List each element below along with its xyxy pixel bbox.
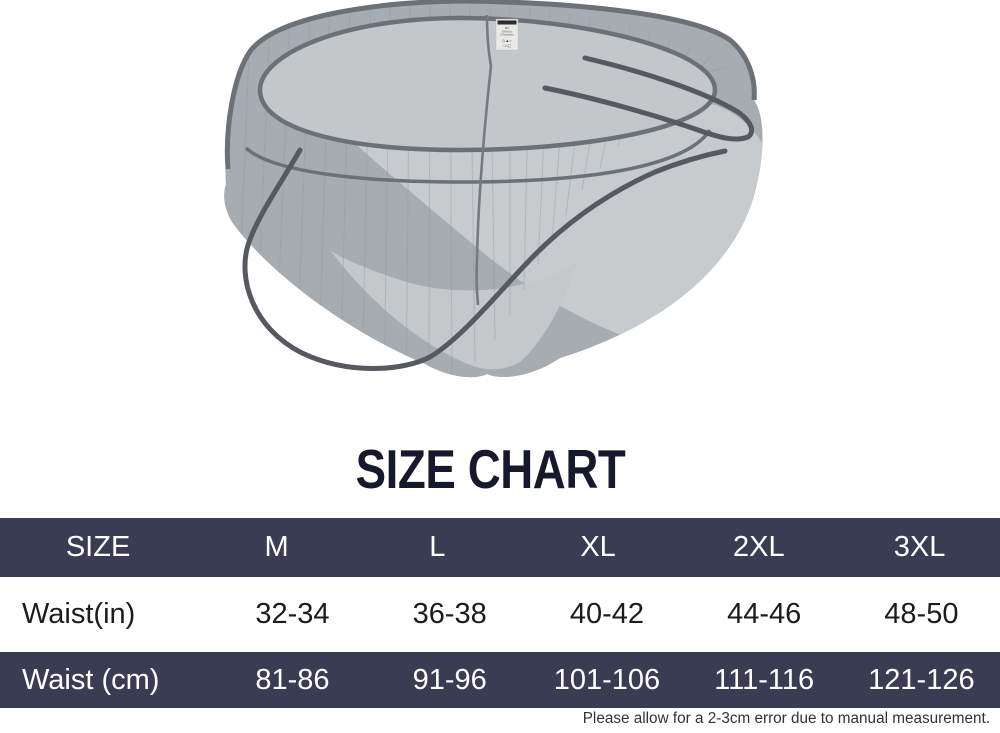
svg-text:□⌂◻: □⌂◻ (503, 43, 511, 48)
svg-text:M/L: M/L (505, 26, 510, 30)
svg-text:90%Nylon: 90%Nylon (502, 32, 513, 34)
svg-text:10%Spandex: 10%Spandex (500, 35, 515, 37)
